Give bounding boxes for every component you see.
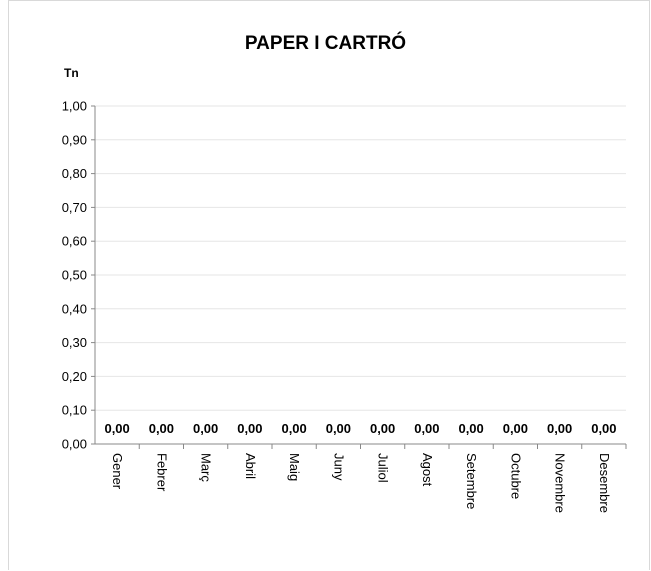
y-tick-label: 0,40 xyxy=(62,301,87,316)
x-tick-label: Novembre xyxy=(553,453,568,513)
y-tick-label: 0,00 xyxy=(62,437,87,452)
y-tick-label: 0,10 xyxy=(62,403,87,418)
y-tick-label: 0,70 xyxy=(62,200,87,215)
data-label: 0,00 xyxy=(237,421,262,436)
x-tick-label: Desembre xyxy=(597,453,612,513)
data-label: 0,00 xyxy=(414,421,439,436)
x-tick-label: Agost xyxy=(420,453,435,487)
y-axis-unit-label: Tn xyxy=(64,66,79,80)
y-tick-label: 0,30 xyxy=(62,335,87,350)
data-label: 0,00 xyxy=(503,421,528,436)
data-label: 0,00 xyxy=(149,421,174,436)
x-tick-label: Març xyxy=(199,453,214,482)
y-tick-label: 0,90 xyxy=(62,132,87,147)
data-label: 0,00 xyxy=(547,421,572,436)
x-tick-label: Octubre xyxy=(508,453,523,499)
x-tick-label: Maig xyxy=(287,453,302,481)
chart-frame xyxy=(8,0,650,570)
data-label: 0,00 xyxy=(193,421,218,436)
data-label: 0,00 xyxy=(104,421,129,436)
y-tick-label: 0,60 xyxy=(62,234,87,249)
x-tick-label: Abril xyxy=(243,453,258,479)
data-label: 0,00 xyxy=(458,421,483,436)
x-tick-label: Setembre xyxy=(464,453,479,509)
y-tick-label: 1,00 xyxy=(62,99,87,114)
chart-title: PAPER I CARTRÓ xyxy=(244,33,407,54)
data-label: 0,00 xyxy=(326,421,351,436)
y-tick-label: 0,20 xyxy=(62,369,87,384)
y-tick-label: 0,50 xyxy=(62,268,87,283)
data-label: 0,00 xyxy=(281,421,306,436)
x-tick-label: Juliol xyxy=(376,453,391,483)
y-tick-label: 0,80 xyxy=(62,166,87,181)
data-label: 0,00 xyxy=(370,421,395,436)
data-label: 0,00 xyxy=(591,421,616,436)
x-tick-label: Febrer xyxy=(154,453,169,492)
x-tick-label: Gener xyxy=(110,453,125,490)
x-tick-label: Juny xyxy=(331,453,346,481)
